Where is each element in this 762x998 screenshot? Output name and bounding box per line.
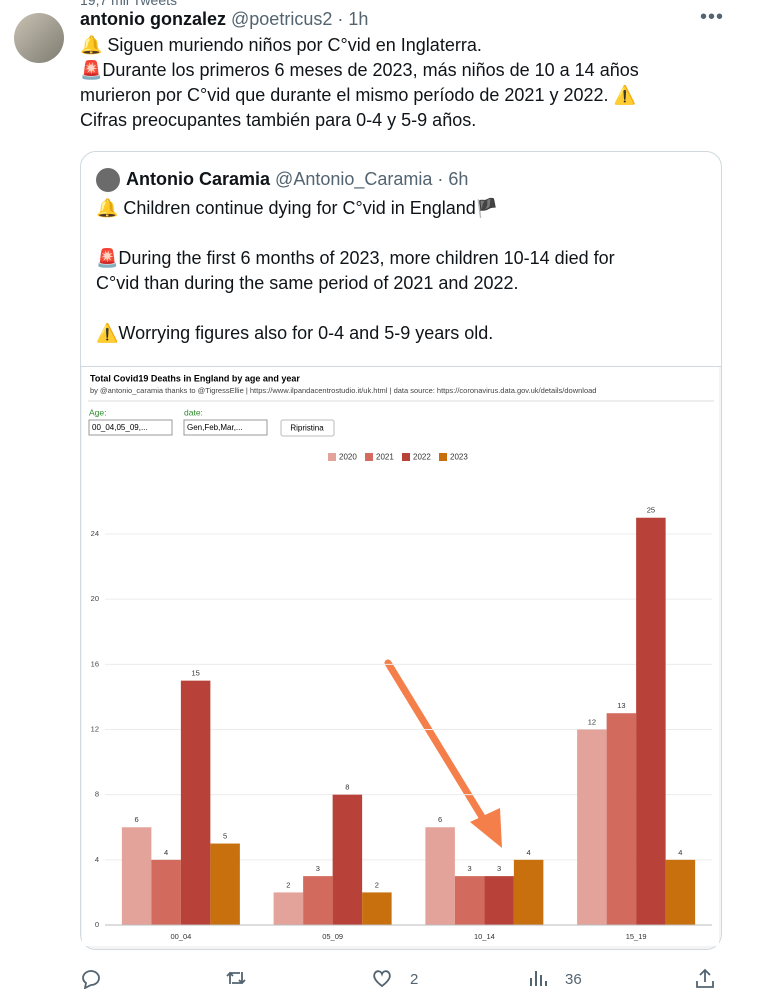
date-value: Gen,Feb,Mar,... [187, 423, 243, 432]
reset-label: Ripristina [290, 424, 324, 433]
bar [665, 859, 696, 925]
reply-button[interactable] [80, 967, 102, 989]
quote-avatar [96, 168, 120, 192]
bar [513, 859, 544, 925]
value-label: 12 [588, 717, 596, 726]
bar [454, 876, 485, 925]
value-label: 3 [468, 864, 472, 873]
views-count: 36 [565, 971, 582, 988]
age-select[interactable] [88, 419, 173, 436]
y-tick-label: 24 [91, 529, 99, 538]
y-tick-label: 4 [95, 855, 99, 864]
bar [180, 680, 211, 925]
age-value: 00_04,05_09,... [92, 423, 148, 432]
chart-title: Total Covid19 Deaths in England by age a… [90, 373, 300, 383]
bar [606, 713, 637, 925]
bar [362, 892, 392, 925]
y-tick-label: 12 [91, 724, 99, 733]
y-tick-label: 16 [91, 659, 99, 668]
legend-swatch [328, 453, 336, 461]
quote-handle: @Antonio_Caramia [275, 169, 433, 189]
text-line: 🚨Durante los primeros 6 meses de 2023, m… [80, 60, 639, 80]
bar [425, 827, 455, 925]
value-label: 2 [375, 880, 379, 889]
bar [636, 517, 666, 925]
handle[interactable]: @poetricus2 [231, 9, 333, 29]
author[interactable]: antonio gonzalez [80, 9, 226, 29]
tweet-count: 19,7 mil Tweets [80, 0, 178, 8]
value-label: 6 [438, 815, 442, 824]
like-button[interactable] [371, 967, 393, 989]
value-label: 4 [678, 848, 682, 857]
value-label: 25 [647, 506, 655, 515]
legend-label: 2023 [450, 453, 468, 462]
legend-label: 2021 [376, 453, 394, 462]
legend-swatch [402, 453, 410, 461]
value-label: 5 [223, 832, 227, 841]
value-label: 6 [135, 815, 139, 824]
legend-swatch [365, 453, 373, 461]
share-button[interactable] [694, 967, 716, 989]
reset-button[interactable] [280, 419, 335, 437]
x-tick-label: 15_19 [626, 932, 647, 941]
x-tick-label: 00_04 [170, 932, 191, 941]
bar [303, 876, 333, 925]
time: · 1h [337, 9, 369, 29]
value-label: 3 [497, 864, 501, 873]
text-line: murieron por C°vid que durante el mismo … [80, 85, 636, 105]
value-label: 4 [164, 848, 168, 857]
value-label: 13 [617, 701, 625, 710]
x-tick-label: 10_14 [474, 932, 495, 941]
more-menu[interactable]: ••• [700, 6, 725, 28]
retweet-button[interactable] [225, 967, 247, 989]
quote-header: Antonio Caramia @Antonio_Caramia · 6h [126, 169, 468, 190]
bar [332, 794, 363, 925]
views-button[interactable] [527, 967, 549, 989]
legend-label: 2022 [413, 453, 431, 462]
bar [577, 729, 607, 925]
quote-author: Antonio Caramia [126, 169, 271, 189]
quote-time: · 6h [437, 169, 469, 189]
bar [484, 876, 514, 925]
tweet-header: antonio gonzalez @poetricus2 · 1h [80, 9, 368, 30]
chart-subtitle: by @antonio_caramia thanks to @TigressEl… [90, 386, 596, 395]
like-count: 2 [410, 971, 419, 988]
bar [151, 859, 181, 925]
text-line: 🔔 Siguen muriendo niños por C°vid en Ing… [80, 35, 482, 55]
date-select[interactable] [183, 419, 268, 436]
bar [121, 827, 152, 925]
y-tick-label: 8 [95, 790, 99, 799]
avatar[interactable] [14, 13, 64, 63]
text-line: Cifras preocupantes también para 0-4 y 5… [80, 110, 477, 130]
action-bar: 2 36 [0, 962, 762, 998]
legend-label: 2020 [339, 453, 357, 462]
text-line: ⚠️Worrying figures also for 0-4 and 5-9 … [96, 323, 494, 343]
age-label: Age: [89, 407, 107, 417]
arrow [384, 659, 494, 834]
value-label: 8 [345, 783, 349, 792]
arrow-head [470, 808, 502, 848]
text-line: 🚨During the first 6 months of 2023, more… [96, 248, 615, 268]
y-tick-label: 0 [95, 920, 99, 929]
value-label: 4 [527, 848, 531, 857]
legend-swatch [439, 453, 447, 461]
value-label: 3 [316, 864, 320, 873]
value-label: 15 [191, 669, 199, 678]
y-tick-label: 20 [91, 594, 99, 603]
text-line: C°vid than during the same period of 202… [96, 273, 519, 293]
text-line: 🔔 Children continue dying for C°vid in E… [96, 198, 499, 218]
value-label: 2 [286, 880, 290, 889]
bar [273, 892, 304, 925]
bar [210, 843, 240, 925]
x-tick-label: 05_09 [322, 932, 343, 941]
date-label: date: [184, 407, 203, 417]
